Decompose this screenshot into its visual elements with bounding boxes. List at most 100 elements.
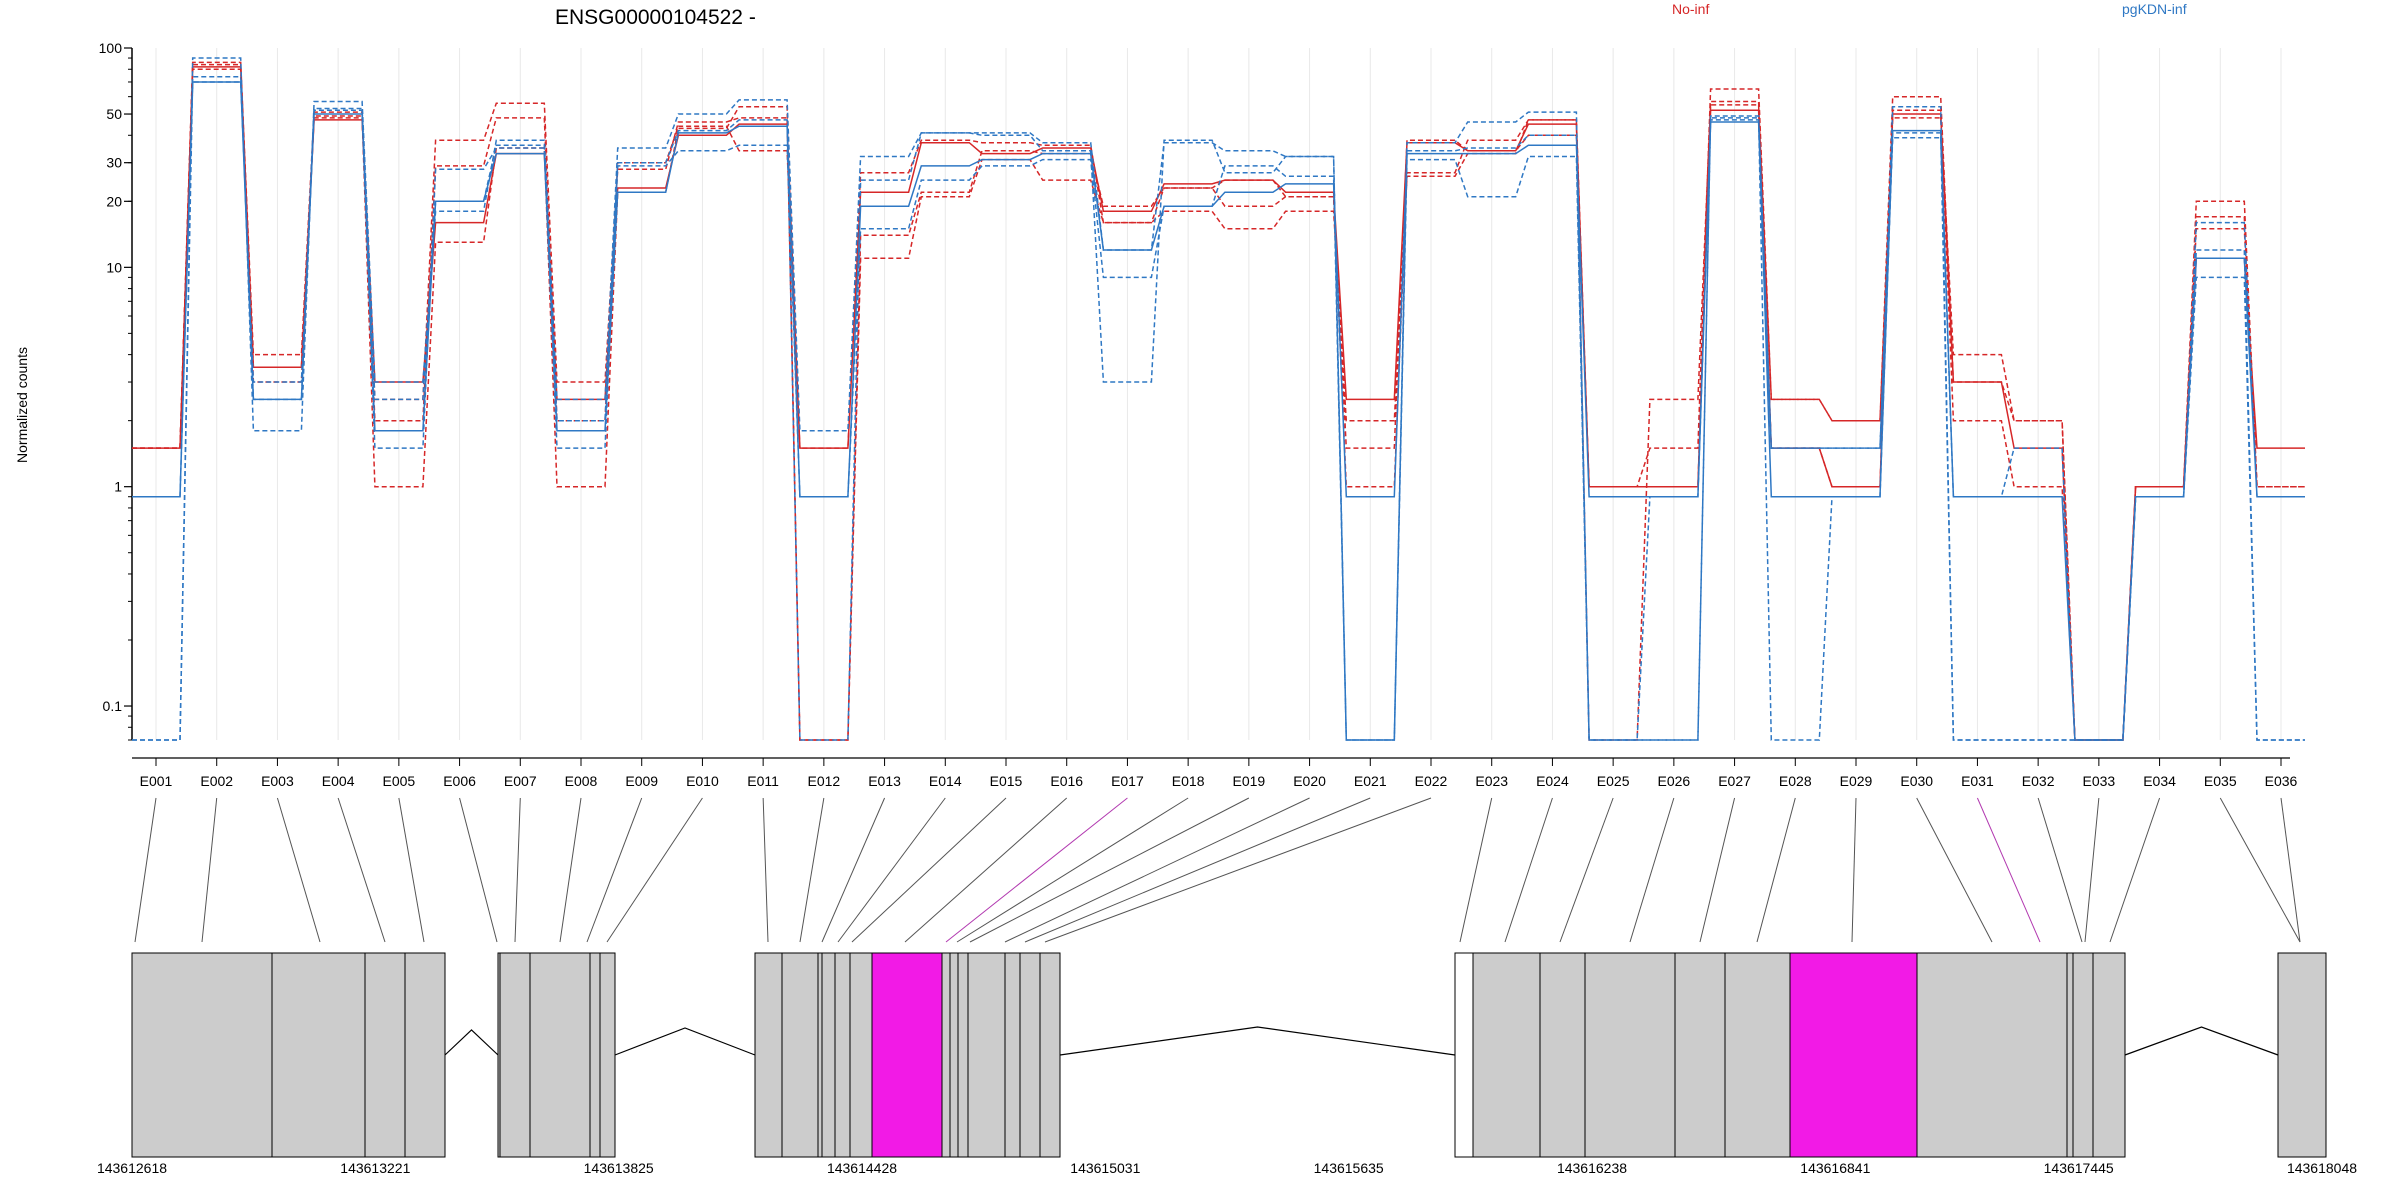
- gene-model: [131, 952, 2327, 1158]
- series-line-no-inf-1: [132, 66, 2305, 741]
- intron-line: [614, 1027, 756, 1056]
- exon-block: [754, 952, 783, 1158]
- connector-e016: [904, 797, 1068, 943]
- connector-e029: [1851, 797, 1857, 943]
- x-tick-label-e007: E007: [504, 773, 537, 789]
- connector-e030: [1916, 797, 1993, 943]
- connector-e021: [1024, 797, 1371, 943]
- connector-e023: [1459, 797, 1493, 943]
- x-tick-label-e006: E006: [443, 773, 476, 789]
- exon-block: [949, 952, 959, 1158]
- y-tick-label: 20: [106, 193, 122, 209]
- coordinate-label: 143617445: [2044, 1160, 2114, 1176]
- series-line-no-inf-4: [132, 63, 2305, 741]
- coordinate-label: 143618048: [2287, 1160, 2357, 1176]
- x-tick-label-e005: E005: [383, 773, 416, 789]
- x-tick-label-e031: E031: [1961, 773, 1994, 789]
- connector-e019: [969, 797, 1250, 943]
- connector-e024: [1504, 797, 1553, 943]
- coordinate-label: 143615635: [1314, 1160, 1384, 1176]
- exon-block: [957, 952, 969, 1158]
- x-tick-label-e029: E029: [1840, 773, 1873, 789]
- connector-e031: [1976, 797, 2041, 943]
- connector-e034: [2109, 797, 2161, 943]
- x-tick-label-e003: E003: [261, 773, 294, 789]
- exon-block: [817, 952, 823, 1158]
- x-tick-label-e035: E035: [2204, 773, 2237, 789]
- exon-block: [599, 952, 616, 1158]
- x-tick-label-e033: E033: [2083, 773, 2116, 789]
- exon-block: [131, 952, 273, 1158]
- connector-e026: [1629, 797, 1675, 943]
- y-tick-label: 30: [106, 155, 122, 171]
- connector-e010: [606, 797, 703, 943]
- series-line-pgkdn-inf-7: [132, 75, 2305, 741]
- y-tick-label: 1: [114, 479, 122, 495]
- legend-no-inf: No-inf: [1672, 1, 1709, 17]
- connector-e028: [1756, 797, 1796, 943]
- series-line-pgkdn-inf-6: [132, 57, 2305, 741]
- exon-block: [1674, 952, 1726, 1158]
- x-tick-label-e019: E019: [1233, 773, 1266, 789]
- chart-title: ENSG00000104522 -: [555, 6, 756, 29]
- connector-e005: [398, 797, 425, 943]
- genomic-coordinate-labels: 143612618 143613221 143613825 143614428 1436…: [97, 1160, 2357, 1176]
- connector-e035: [2219, 797, 2301, 943]
- connector-e017: [945, 797, 1128, 943]
- exon-block: [1454, 952, 1474, 1158]
- connector-e032: [2037, 797, 2083, 943]
- x-tick-label-e034: E034: [2143, 773, 2176, 789]
- exon-block: [364, 952, 406, 1158]
- coordinate-label: 143616238: [1557, 1160, 1627, 1176]
- exon-block: [967, 952, 1006, 1158]
- exon-block: [1584, 952, 1676, 1158]
- connector-e011: [762, 797, 769, 943]
- connector-e009: [586, 797, 643, 943]
- connector-e002: [201, 797, 218, 943]
- exon-block: [529, 952, 591, 1158]
- series-line-no-inf-3: [132, 61, 2305, 741]
- x-tick-label-e008: E008: [565, 773, 598, 789]
- exon-block: [2066, 952, 2074, 1158]
- exon-block: [404, 952, 446, 1158]
- exon-block: [271, 952, 366, 1158]
- x-tick-label-e022: E022: [1415, 773, 1448, 789]
- axes-layer: 0.1 1 10 20 30 50 100: [99, 40, 2290, 759]
- coordinate-label: 143615031: [1070, 1160, 1140, 1176]
- y-axis-label: Normalized counts: [14, 347, 30, 463]
- x-tick-label-e018: E018: [1172, 773, 1205, 789]
- coordinate-label: 143613221: [340, 1160, 410, 1176]
- exon-connector-lines: [134, 797, 2301, 943]
- y-tick-label: 10: [106, 259, 122, 275]
- series-line-no-inf-2: [132, 68, 2305, 741]
- connector-e004: [337, 797, 386, 943]
- x-tick-label-e020: E020: [1293, 773, 1326, 789]
- exon-block: [849, 952, 873, 1158]
- exon-block: [499, 952, 531, 1158]
- x-tick-label-e017: E017: [1111, 773, 1144, 789]
- intron-line: [444, 1029, 499, 1056]
- exon-block: [941, 952, 951, 1158]
- x-tick-label-e012: E012: [808, 773, 841, 789]
- exon-block: [1019, 952, 1041, 1158]
- coordinate-label: 143613825: [584, 1160, 654, 1176]
- exon-block: [2072, 952, 2094, 1158]
- connector-e012: [799, 797, 825, 943]
- exon-block: [1539, 952, 1586, 1158]
- exon-block: [1472, 952, 1541, 1158]
- connector-e027: [1699, 797, 1736, 943]
- y-tick-label: 50: [106, 106, 122, 122]
- x-tick-label-e001: E001: [140, 773, 173, 789]
- x-tick-label-e027: E027: [1718, 773, 1751, 789]
- exon-block-highlighted: [1789, 952, 1918, 1158]
- exon-block: [1724, 952, 1791, 1158]
- grid-layer: [155, 48, 2282, 740]
- coordinate-label: 143614428: [827, 1160, 897, 1176]
- x-tick-label-e024: E024: [1536, 773, 1569, 789]
- exon-block: [821, 952, 836, 1158]
- exon-block: [1004, 952, 1021, 1158]
- connector-e036: [2280, 797, 2301, 943]
- x-tick-label-e030: E030: [1900, 773, 1933, 789]
- exon-block: [1039, 952, 1061, 1158]
